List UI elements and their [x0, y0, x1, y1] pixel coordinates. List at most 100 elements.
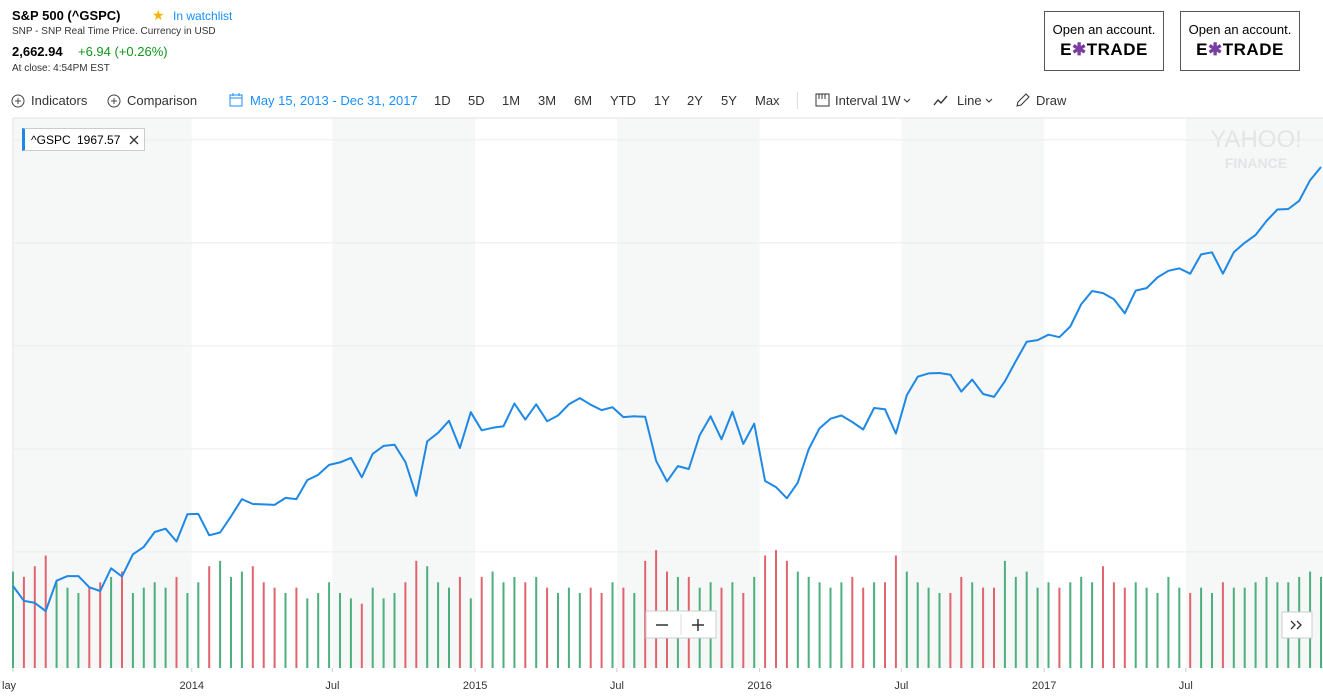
- price-line: [12, 166, 1322, 613]
- logo-star: ✱: [1072, 40, 1087, 59]
- range-button[interactable]: 1D: [434, 93, 451, 108]
- range-button[interactable]: Max: [755, 93, 780, 108]
- volume-bar: [1189, 593, 1192, 668]
- draw-button[interactable]: Draw: [1036, 93, 1067, 108]
- calendar-icon: [229, 93, 243, 107]
- volume-bar: [589, 587, 592, 668]
- volume-bar: [33, 566, 36, 668]
- volume-bar: [785, 560, 788, 668]
- volume-bar: [578, 593, 581, 668]
- volume-bar: [753, 576, 756, 668]
- volume-bar: [12, 571, 14, 668]
- volume-bar: [458, 576, 461, 668]
- series-value: 1967.57: [77, 133, 121, 147]
- caret: [903, 98, 911, 103]
- volume-bar: [88, 587, 91, 668]
- volume-bar: [938, 593, 941, 668]
- volume-bar: [960, 576, 963, 668]
- comparison-button[interactable]: Comparison: [127, 93, 198, 108]
- logo-part: TRADE: [1086, 40, 1148, 59]
- star-icon[interactable]: ★: [152, 7, 165, 23]
- watchlist-link[interactable]: In watchlist: [173, 9, 233, 23]
- volume-bar: [600, 593, 603, 668]
- range-button[interactable]: 3M: [538, 93, 557, 108]
- volume-bar: [1123, 587, 1126, 668]
- series-tag: ^GSPC 1967.57: [22, 128, 145, 151]
- volume-bar: [1102, 566, 1104, 668]
- volume-bar: [982, 587, 985, 668]
- volume-bar: [535, 576, 538, 668]
- volume-bar: [1265, 576, 1268, 668]
- indicators-button[interactable]: Indicators: [31, 93, 88, 108]
- volume-bar: [153, 582, 156, 668]
- volume-bar: [240, 571, 243, 668]
- period-band: [1185, 118, 1323, 668]
- plus-icon: [11, 94, 25, 108]
- volume-bar: [360, 603, 363, 668]
- ad-text: Open an account.: [1188, 22, 1292, 37]
- volume-bar: [448, 587, 450, 668]
- quote-price: 2,662.94: [12, 44, 63, 59]
- volume-bar: [262, 582, 265, 668]
- close-icon[interactable]: [129, 135, 139, 145]
- volume-bar: [1221, 582, 1224, 668]
- range-button[interactable]: 1M: [502, 93, 521, 108]
- range-button[interactable]: 5Y: [721, 93, 737, 108]
- range-button[interactable]: 5D: [468, 93, 485, 108]
- date-range[interactable]: May 15, 2013 - Dec 31, 2017: [250, 93, 418, 108]
- volume-bar: [720, 587, 723, 668]
- volume-bar: [219, 560, 222, 668]
- volume-bar: [993, 587, 995, 668]
- x-tick-label: Jul: [325, 680, 339, 692]
- volume-bar: [328, 582, 331, 668]
- volume-bar: [317, 593, 320, 668]
- volume-bar: [66, 587, 69, 668]
- volume-bar: [644, 560, 647, 668]
- volume-bar: [502, 582, 505, 668]
- volume-bar: [415, 560, 418, 668]
- volume-bar: [775, 550, 777, 668]
- series-name: ^GSPC: [31, 133, 71, 147]
- volume-bar: [295, 587, 298, 668]
- volume-bar: [1036, 587, 1039, 668]
- scroll-button[interactable]: [1281, 611, 1313, 639]
- ad-box[interactable]: Open an account. E✱TRADE: [1044, 11, 1164, 71]
- volume-bar: [916, 582, 919, 668]
- draw-icon: [1016, 93, 1030, 107]
- volume-bar: [818, 582, 821, 668]
- volume-bar: [349, 598, 352, 668]
- volume-bar: [764, 555, 767, 668]
- volume-bar: [55, 582, 58, 668]
- volume-bar: [284, 593, 287, 668]
- range-button[interactable]: 2Y: [687, 93, 703, 108]
- range-button[interactable]: 1Y: [654, 93, 670, 108]
- volume-bar: [611, 582, 614, 668]
- logo-part: TRADE: [1222, 40, 1284, 59]
- volume-bar: [426, 566, 429, 668]
- interval-value[interactable]: 1W: [881, 93, 901, 108]
- volume-bar: [1025, 571, 1028, 668]
- volume-bar: [110, 576, 113, 668]
- zoom-in[interactable]: [692, 619, 704, 631]
- logo-star: ✱: [1208, 40, 1223, 59]
- x-tick-label: lay: [2, 680, 17, 692]
- period-band: [13, 118, 192, 668]
- logo-part: E: [1060, 40, 1073, 59]
- volume-bar: [230, 576, 232, 668]
- logo-part: E: [1196, 40, 1209, 59]
- watermark: FINANCE: [1225, 155, 1287, 171]
- volume-bar: [393, 593, 396, 668]
- volume-bar: [1211, 593, 1213, 668]
- volume-bar: [1080, 576, 1083, 668]
- chart-type[interactable]: Line: [957, 93, 982, 108]
- volume-bar: [197, 582, 200, 668]
- interval-label[interactable]: Interval: [835, 93, 878, 108]
- volume-bar: [927, 587, 930, 668]
- volume-bar: [1156, 593, 1159, 668]
- x-tick-label: 2016: [747, 680, 771, 692]
- range-button[interactable]: 6M: [574, 93, 593, 108]
- ad-box[interactable]: Open an account. E✱TRADE: [1180, 11, 1300, 71]
- range-button[interactable]: YTD: [610, 93, 636, 108]
- volume-bar: [121, 571, 123, 668]
